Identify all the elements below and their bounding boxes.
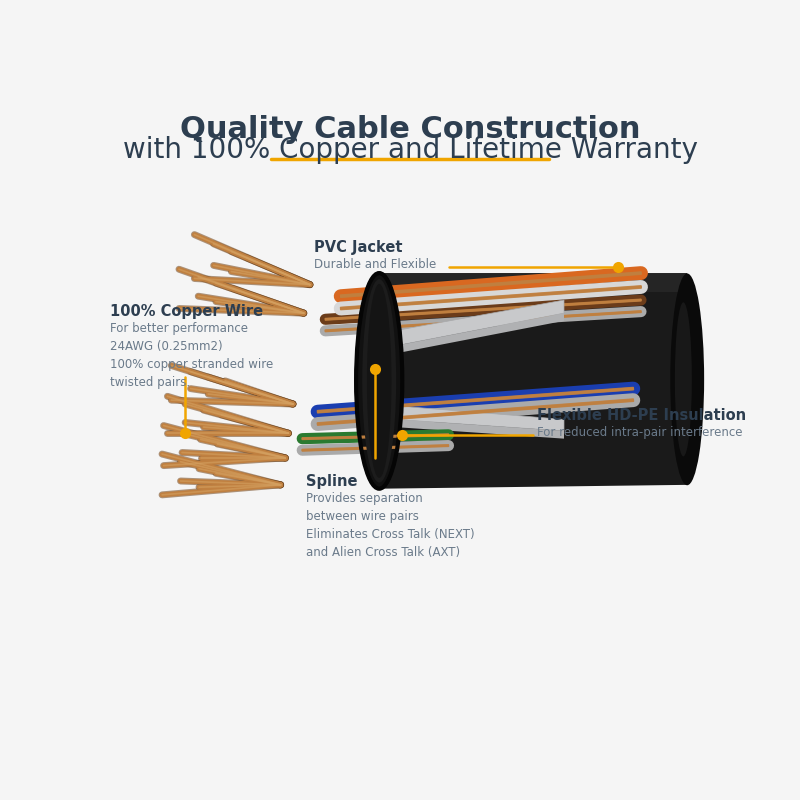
Text: For better performance
24AWG (0.25mm2)
100% copper stranded wire
twisted pairs.: For better performance 24AWG (0.25mm2) 1…: [110, 322, 273, 390]
Text: Durable and Flexible: Durable and Flexible: [314, 258, 436, 271]
Polygon shape: [376, 311, 386, 450]
Polygon shape: [373, 313, 564, 358]
Text: For reduced intra-pair interference: For reduced intra-pair interference: [537, 426, 742, 439]
Polygon shape: [373, 418, 564, 438]
Polygon shape: [379, 273, 687, 489]
Text: Flexible HD-PE Insulation: Flexible HD-PE Insulation: [537, 408, 746, 423]
Ellipse shape: [356, 273, 402, 489]
Text: with 100% Copper and Lifetime Warranty: with 100% Copper and Lifetime Warranty: [122, 136, 698, 164]
Polygon shape: [379, 273, 687, 292]
Polygon shape: [373, 404, 564, 431]
Ellipse shape: [670, 274, 704, 486]
Text: PVC Jacket: PVC Jacket: [314, 240, 402, 255]
Text: Spline: Spline: [306, 474, 358, 489]
Text: Quality Cable Construction: Quality Cable Construction: [180, 115, 640, 144]
Ellipse shape: [675, 302, 692, 456]
Polygon shape: [373, 300, 564, 350]
Text: Provides separation
between wire pairs
Eliminates Cross Talk (NEXT)
and Alien Cr: Provides separation between wire pairs E…: [306, 492, 474, 558]
Text: 100% Copper Wire: 100% Copper Wire: [110, 304, 263, 319]
Ellipse shape: [367, 284, 391, 478]
Ellipse shape: [362, 279, 396, 482]
Ellipse shape: [359, 276, 399, 486]
